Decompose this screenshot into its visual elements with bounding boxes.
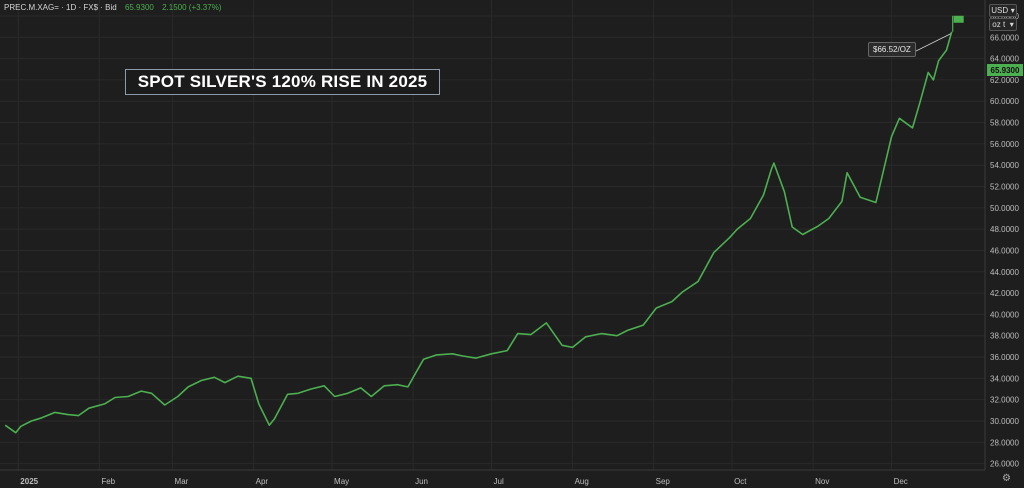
y-tick-label: 64.0000	[990, 55, 1019, 64]
y-tick-label: 42.0000	[990, 289, 1019, 298]
x-tick-label: Jul	[494, 477, 504, 486]
last-price: 65.9300	[124, 3, 154, 12]
gear-icon[interactable]: ⚙	[1002, 473, 1011, 484]
x-tick-label: Oct	[734, 477, 747, 486]
last-price-tag: 65.9300	[987, 64, 1023, 76]
y-tick-label: 56.0000	[990, 140, 1019, 149]
y-tick-label: 62.0000	[990, 76, 1019, 85]
y-tick-label: 26.0000	[990, 460, 1019, 469]
y-tick-label: 50.0000	[990, 204, 1019, 213]
chevron-down-icon: ▾	[1010, 6, 1015, 15]
price-callout: $66.52/OZ	[868, 42, 916, 57]
y-tick-label: 34.0000	[990, 374, 1019, 383]
silver-price-line	[4, 31, 953, 434]
x-tick-label: Jun	[415, 477, 428, 486]
y-tick-label: 52.0000	[990, 183, 1019, 192]
time-axis: 2025 Feb Mar Apr May Jun Jul Aug Sep Oct Nov Dec	[20, 477, 907, 486]
instrument-header: PREC.M.XAG= · 1D · FX$ · Bid 65.9300 2.1…	[4, 3, 221, 12]
unit-select[interactable]: oz t ▾	[989, 18, 1017, 31]
flag-icon	[952, 15, 964, 32]
instrument-symbol: PREC.M.XAG= · 1D · FX$ · Bid	[4, 3, 117, 12]
flag-cloth	[953, 15, 964, 23]
y-tick-label: 32.0000	[990, 396, 1019, 405]
y-tick-label: 44.0000	[990, 268, 1019, 277]
x-tick-label: May	[334, 477, 349, 486]
x-tick-label: Sep	[656, 477, 671, 486]
chart-title: SPOT SILVER'S 120% RISE IN 2025	[125, 69, 440, 95]
x-tick-label: Apr	[256, 477, 269, 486]
y-tick-label: 36.0000	[990, 353, 1019, 362]
chevron-down-icon: ▾	[1009, 20, 1014, 29]
y-tick-label: 48.0000	[990, 225, 1019, 234]
x-tick-label: Aug	[575, 477, 589, 486]
grid-lines	[0, 0, 985, 470]
price-change: 2.1500 (+3.37%)	[162, 3, 222, 12]
x-tick-label: Dec	[894, 477, 908, 486]
y-tick-label: 30.0000	[990, 417, 1019, 426]
currency-label: USD	[991, 6, 1009, 15]
currency-select[interactable]: USD ▾	[989, 4, 1017, 17]
y-tick-label: 54.0000	[990, 161, 1019, 170]
y-tick-label: 38.0000	[990, 332, 1019, 341]
callout-leader	[911, 33, 951, 54]
x-tick-label: 2025	[20, 477, 38, 486]
x-tick-label: Feb	[101, 477, 115, 486]
unit-label: oz t	[992, 20, 1006, 29]
y-tick-label: 28.0000	[990, 438, 1019, 447]
y-tick-label: 46.0000	[990, 246, 1019, 255]
y-tick-label: 60.0000	[990, 97, 1019, 106]
x-tick-label: Mar	[175, 477, 189, 486]
x-tick-label: Nov	[815, 477, 829, 486]
y-tick-label: 66.0000	[990, 33, 1019, 42]
y-tick-label: 58.0000	[990, 119, 1019, 128]
y-tick-label: 40.0000	[990, 310, 1019, 319]
price-axis: 26.0000 28.0000 30.0000 32.0000 34.0000 36.00…	[990, 12, 1019, 469]
